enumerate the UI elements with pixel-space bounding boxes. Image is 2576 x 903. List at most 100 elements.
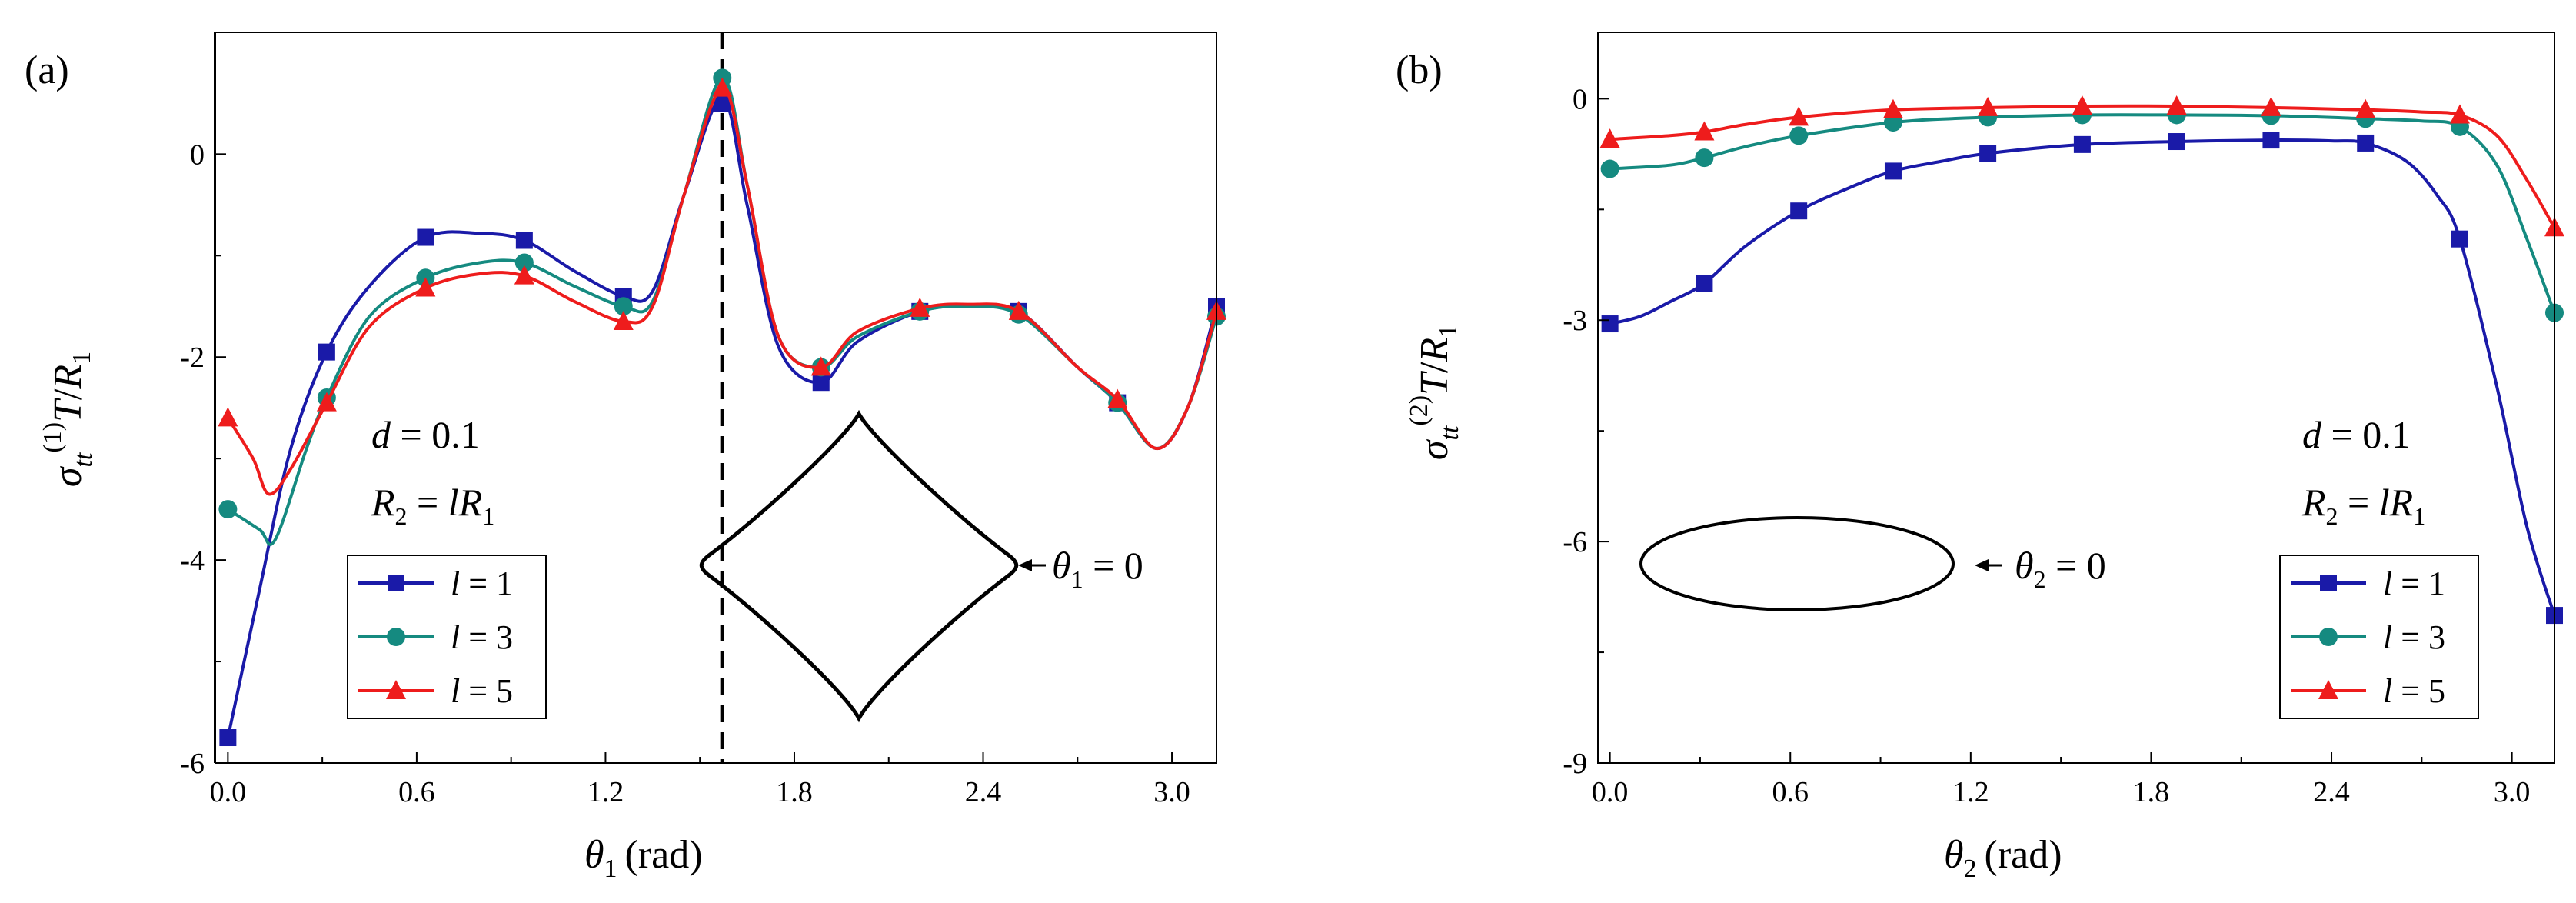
x-tick-label: 1.2 <box>1952 776 1989 808</box>
x-tick-label: 0.0 <box>210 776 247 808</box>
data-point-triangle <box>2355 98 2376 118</box>
data-point-triangle <box>1978 96 1999 116</box>
data-point-square <box>1696 275 1713 292</box>
data-point-triangle <box>218 407 238 427</box>
legend-label: l = 3 <box>451 618 513 656</box>
legend-marker-triangle <box>386 680 406 699</box>
data-point-square <box>417 228 434 246</box>
legend-marker-triangle <box>2318 680 2338 699</box>
svg-text:σtt(1)T/R1: σtt(1)T/R1 <box>38 352 98 487</box>
y-tick-label: 0 <box>190 138 205 171</box>
legend-b: l = 1 l = 3 l = 5 <box>2279 555 2479 719</box>
y-tick-label: -2 <box>180 342 205 374</box>
data-point-triangle <box>810 356 831 376</box>
data-point-square <box>219 729 237 747</box>
legend-label: l = 5 <box>2383 672 2445 710</box>
x-axis-label-b: θ2 (rad) <box>1944 833 2062 883</box>
legend-label: l = 1 <box>2383 565 2445 602</box>
data-point-square <box>318 343 335 361</box>
svg-text:θ1(rad): θ1 (rad) <box>584 833 703 883</box>
data-point-triangle <box>1882 98 1903 118</box>
data-point-triangle <box>712 77 733 97</box>
x-axis-label-a: θ1 (rad) <box>584 833 703 883</box>
arrow-theta2 <box>1975 559 2002 571</box>
series-line-circle <box>1609 113 2554 314</box>
inclusion-shape-ellipse <box>1639 516 1955 611</box>
data-point-circle <box>218 500 238 519</box>
annotation-d-a: d = 0.1 <box>371 413 480 456</box>
series-markers-triangle <box>218 77 1226 427</box>
legend-label: l = 1 <box>451 565 513 602</box>
plot-frame <box>215 32 1217 764</box>
annotation-theta2: θ2 = 0 <box>2015 544 2106 593</box>
data-point-square <box>515 232 533 249</box>
data-point-triangle <box>2072 95 2092 115</box>
plot-frame <box>1597 32 2555 764</box>
series-markers-triangle <box>1599 95 2564 237</box>
y-tick-label: -3 <box>1563 305 1587 337</box>
data-point-triangle <box>2449 104 2470 124</box>
x-tick-label: 0.6 <box>398 776 435 808</box>
x-tick-label: 3.0 <box>1153 776 1190 808</box>
panel-label-b: (b) <box>1396 48 1443 92</box>
data-point-triangle <box>2166 95 2187 115</box>
data-point-triangle <box>1789 106 1809 126</box>
legend-marker-square <box>388 575 404 591</box>
x-tick-label: 1.8 <box>2133 776 2170 808</box>
data-point-triangle <box>1694 121 1715 141</box>
annotation-R-b: R2 = lR1 <box>2301 481 2425 530</box>
data-point-circle <box>1600 159 1619 178</box>
y-tick-label: -4 <box>180 545 205 577</box>
y-tick-label: -6 <box>180 748 205 780</box>
tick-group: 0.0 0.6 1.2 1.8 2.4 3.0 -6 -4 -2 0 <box>180 32 1217 808</box>
data-point-triangle <box>316 392 337 412</box>
data-point-square <box>2451 230 2468 248</box>
series-line-square <box>1609 138 2554 616</box>
legend-label: l = 3 <box>2383 618 2445 656</box>
data-point-square <box>2262 132 2280 149</box>
chart-panel-b: (b) 0.0 0.6 1.2 1.8 2.4 3.0 -9 -6 -3 0 σtt(2)T/R1… <box>1396 32 2564 883</box>
y-axis-label-b: σtt(2)T/R1 <box>1405 325 1464 460</box>
data-point-square <box>1979 145 1997 162</box>
x-tick-label: 2.4 <box>2313 776 2350 808</box>
data-point-triangle <box>613 311 634 331</box>
annotation-d-b: d = 0.1 <box>2302 413 2411 456</box>
data-point-square <box>2357 134 2375 152</box>
data-point-square <box>812 374 830 392</box>
data-point-triangle <box>514 265 534 285</box>
panel-label-a: (a) <box>25 48 69 92</box>
data-point-circle <box>1695 148 1714 168</box>
y-axis-label-a: σtt(1)T/R1 <box>38 352 98 487</box>
data-point-triangle <box>910 297 930 317</box>
data-point-square <box>2168 133 2185 151</box>
chart-panel-a: (a) 0.0 0.6 1.2 1.8 2.4 3.0 -6 -4 -2 0 σtt(1)T/R1… <box>25 32 1226 883</box>
data-point-square <box>1790 202 1808 220</box>
data-point-square <box>1601 315 1619 333</box>
x-tick-label: 2.4 <box>965 776 1002 808</box>
annotation-theta1: θ1 = 0 <box>1052 544 1143 593</box>
data-point-triangle <box>1107 388 1128 408</box>
data-point-triangle <box>1008 300 1029 320</box>
svg-text:σtt(2)T/R1: σtt(2)T/R1 <box>1405 325 1464 460</box>
data-point-triangle <box>2261 96 2281 116</box>
arrow-theta1 <box>1018 559 1046 571</box>
data-point-square <box>1884 162 1902 180</box>
x-tick-label: 0.6 <box>1772 776 1809 808</box>
y-tick-label: 0 <box>1573 83 1587 115</box>
legend-marker-circle <box>387 628 405 646</box>
tick-group: 0.0 0.6 1.2 1.8 2.4 3.0 -9 -6 -3 0 <box>1563 32 2555 808</box>
svg-text:θ2(rad): θ2 (rad) <box>1944 833 2062 883</box>
legend-a: l = 1 l = 3 l = 5 <box>347 555 547 719</box>
data-point-circle <box>1789 126 1809 145</box>
x-tick-label: 1.8 <box>776 776 813 808</box>
data-point-circle <box>514 253 534 272</box>
legend-label: l = 5 <box>451 672 513 710</box>
data-point-triangle <box>415 277 436 297</box>
x-tick-label: 1.2 <box>587 776 624 808</box>
x-tick-label: 3.0 <box>2494 776 2531 808</box>
x-tick-label: 0.0 <box>1592 776 1629 808</box>
data-point-circle <box>614 297 633 316</box>
legend-marker-circle <box>2319 628 2338 646</box>
data-point-triangle <box>1599 128 1620 148</box>
